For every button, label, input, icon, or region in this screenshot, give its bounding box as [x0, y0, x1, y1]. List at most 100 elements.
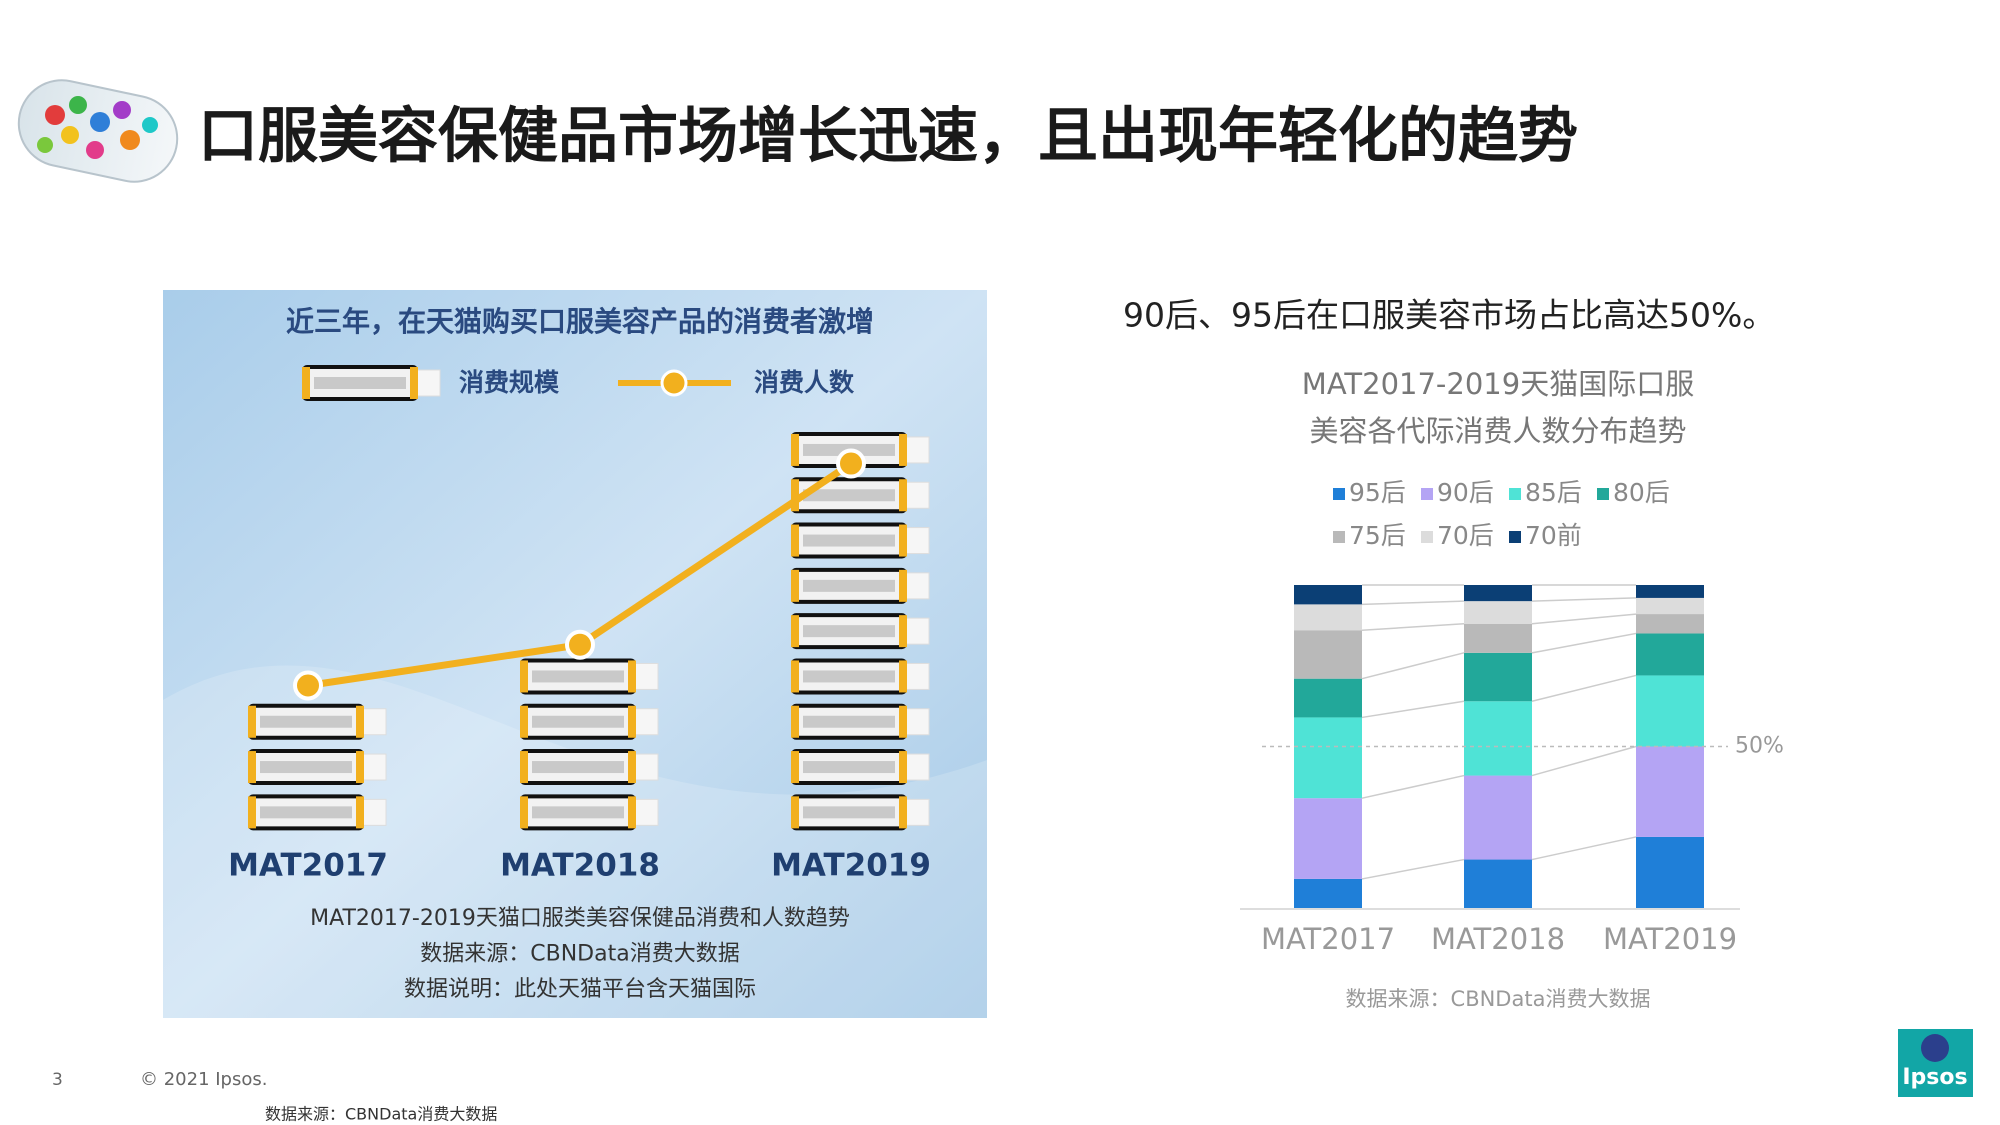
pill-band	[803, 534, 895, 547]
pill-cap	[899, 615, 907, 648]
x-tick-label: MAT2017	[1261, 922, 1395, 956]
x-tick-label: MAT2019	[771, 848, 931, 884]
pill-cap	[899, 433, 907, 466]
pill-cap	[520, 660, 528, 693]
x-tick-label: MAT2018	[1431, 922, 1565, 956]
pill-band	[532, 806, 624, 819]
connector-line	[1361, 652, 1465, 680]
chart-note: 数据说明：此处天猫平台含天猫国际	[404, 977, 756, 1002]
chart-note: MAT2017-2019天猫口服类美容保健品消费和人数趋势	[310, 906, 850, 931]
x-tick-label: MAT2018	[500, 848, 660, 884]
legend-label: 75后	[1349, 521, 1406, 550]
pictogram-stack	[520, 658, 659, 831]
bar-segment	[1464, 601, 1532, 624]
bar-segment	[1464, 652, 1532, 702]
pill-band	[803, 670, 895, 683]
legend-swatch	[1421, 488, 1433, 500]
pill-cap	[791, 751, 799, 784]
connector-line	[1361, 774, 1465, 799]
pill-band	[532, 670, 624, 683]
reference-label: 50%	[1735, 734, 1784, 759]
line-marker	[836, 448, 866, 479]
pill-cap	[628, 705, 636, 738]
pill-cap	[628, 660, 636, 693]
pill-band	[803, 715, 895, 728]
pictogram-stack	[248, 703, 387, 831]
copyright: © 2021 Ipsos.	[140, 1069, 267, 1090]
legend-icon	[302, 365, 441, 401]
legend-swatch	[1597, 488, 1609, 500]
bar-segment	[1636, 836, 1704, 908]
pill-cap	[899, 479, 907, 512]
bar-segment	[1294, 630, 1362, 679]
pill-cap	[899, 660, 907, 693]
connector-line	[1531, 613, 1637, 625]
pill-band	[803, 625, 895, 638]
pill-cap	[791, 796, 799, 829]
pill-cap	[899, 705, 907, 738]
pill-cap	[791, 615, 799, 648]
connector-line	[1531, 674, 1637, 703]
legend-swatch	[1421, 531, 1433, 543]
pill-cap	[356, 705, 364, 738]
slide-title: 口服美容保健品市场增长迅速，且出现年轻化的趋势	[198, 102, 1578, 172]
pill-cap	[791, 524, 799, 557]
legend-swatch	[1509, 531, 1521, 543]
bar-segment	[1464, 623, 1532, 653]
footer-source: 数据来源：CBNData消费大数据	[265, 1105, 497, 1124]
bar-segment	[1636, 746, 1704, 837]
connector-line	[1361, 600, 1465, 606]
bar-segment	[1294, 798, 1362, 879]
pill-band	[260, 715, 352, 728]
bar-segment	[1294, 678, 1362, 718]
x-tick-label: MAT2017	[228, 848, 388, 884]
pill-cap	[791, 705, 799, 738]
chart-title: 近三年，在天猫购买口服美容产品的消费者激增	[286, 305, 874, 338]
legend-label: 消费人数	[754, 368, 855, 397]
bar-segment	[1636, 585, 1704, 598]
pill-cap	[356, 796, 364, 829]
legend-marker	[660, 369, 688, 397]
pill-cap	[520, 751, 528, 784]
page-number: 3	[52, 1070, 63, 1090]
pill-cap	[899, 751, 907, 784]
bar-segment	[1636, 597, 1704, 615]
pill-band	[803, 579, 895, 592]
bar-segment	[1294, 717, 1362, 799]
right-heading: 90后、95后在口服美容市场占比高达50%。	[1123, 296, 1775, 335]
pill-cap	[791, 660, 799, 693]
bar-segment	[1294, 604, 1362, 631]
bar-segment	[1464, 701, 1532, 776]
connector-line	[1531, 597, 1637, 602]
bar-segment	[1294, 878, 1362, 908]
pill-band	[260, 806, 352, 819]
logo-mark	[1921, 1034, 1949, 1062]
logo-text: Ipsos	[1902, 1065, 1967, 1090]
chart-title: 美容各代际消费人数分布趋势	[1309, 414, 1686, 448]
pill-cap	[302, 367, 310, 399]
pill-cap	[248, 705, 256, 738]
capsule-icon	[17, 79, 179, 183]
line-marker	[293, 670, 323, 701]
chart-note: 数据来源：CBNData消费大数据	[420, 942, 739, 967]
legend-swatch	[1333, 488, 1345, 500]
pill-band	[803, 489, 895, 502]
pill-cap	[628, 751, 636, 784]
pill-cap	[248, 796, 256, 829]
bar-segment	[1294, 585, 1362, 605]
connector-line	[1531, 836, 1637, 861]
legend-swatch	[1333, 531, 1345, 543]
legend-label: 消费规模	[459, 368, 560, 397]
pill-cap	[520, 705, 528, 738]
pill-band	[314, 377, 406, 389]
pill-cap	[791, 433, 799, 466]
bar-segment	[1464, 775, 1532, 860]
pill-cap	[628, 796, 636, 829]
pill-cap	[899, 524, 907, 557]
legend-label: 90后	[1437, 478, 1494, 507]
legend-label: 70后	[1437, 521, 1494, 550]
legend-label: 85后	[1525, 478, 1582, 507]
pill-cap	[791, 479, 799, 512]
pill-band	[532, 715, 624, 728]
